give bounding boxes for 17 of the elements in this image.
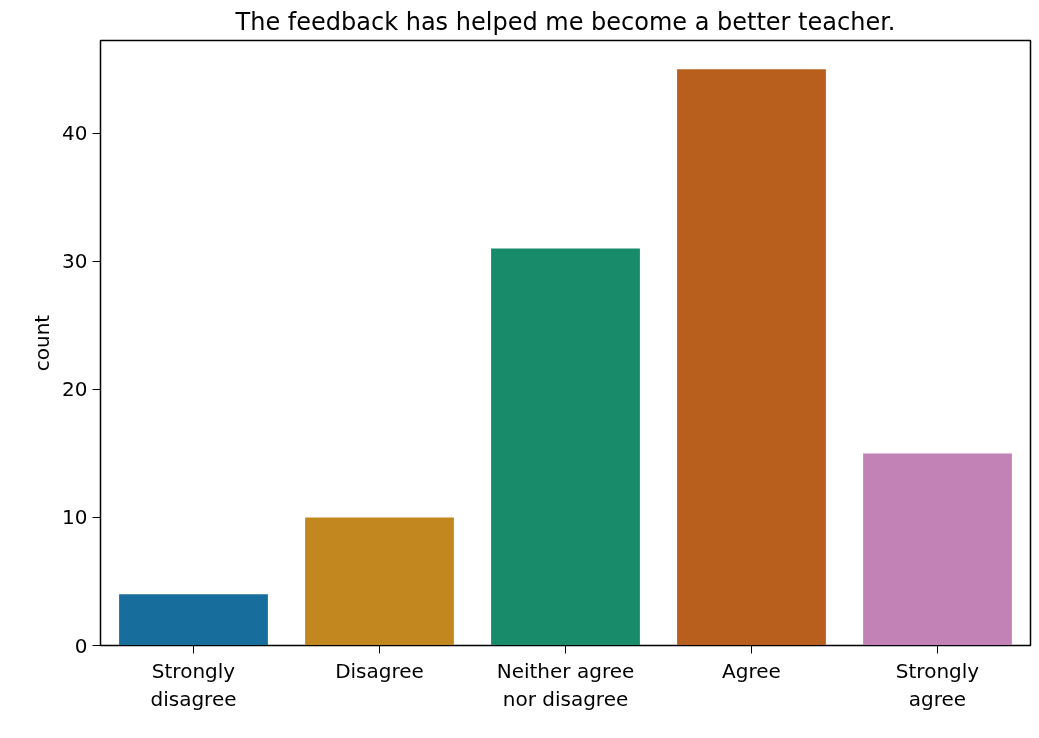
y-tick-label: 40 xyxy=(62,121,88,146)
y-axis-title: count xyxy=(30,314,55,372)
bar xyxy=(305,517,454,646)
bar xyxy=(863,453,1012,646)
bar xyxy=(491,248,640,646)
chart-title: The feedback has helped me become a better teacher. xyxy=(234,7,896,36)
y-tick-label: 30 xyxy=(62,249,88,274)
x-tick-label: Disagree xyxy=(335,658,424,683)
bar xyxy=(677,69,826,646)
x-tick-label: Neither agree nor disagree xyxy=(496,658,635,712)
y-tick-label: 20 xyxy=(62,377,88,402)
x-tick-label: Agree xyxy=(722,658,781,683)
x-tick-label: Strongly disagree xyxy=(150,658,237,712)
x-tick-label: Strongly agree xyxy=(895,658,980,712)
y-tick-label: 0 xyxy=(74,633,88,658)
bar xyxy=(119,594,268,646)
y-tick-label: 10 xyxy=(62,505,88,530)
